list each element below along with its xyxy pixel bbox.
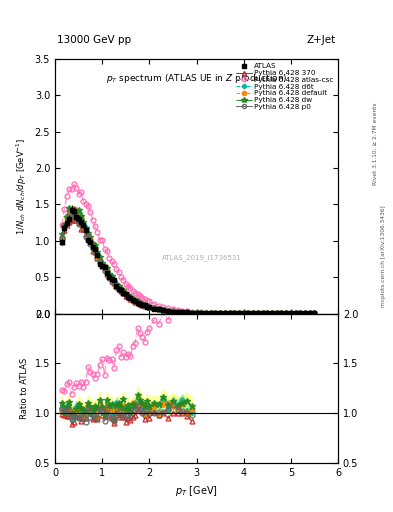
Text: $p_T$ spectrum (ATLAS UE in $Z$ production): $p_T$ spectrum (ATLAS UE in $Z$ producti… bbox=[106, 72, 287, 84]
Text: mcplots.cern.ch [arXiv:1306.3436]: mcplots.cern.ch [arXiv:1306.3436] bbox=[381, 205, 386, 307]
Text: Z+Jet: Z+Jet bbox=[307, 35, 336, 45]
Text: ATLAS_2019_I1736531: ATLAS_2019_I1736531 bbox=[162, 254, 242, 261]
Legend: ATLAS, Pythia 6.428 370, Pythia 6.428 atlas-csc, Pythia 6.428 d6t, Pythia 6.428 : ATLAS, Pythia 6.428 370, Pythia 6.428 at… bbox=[235, 62, 334, 111]
Y-axis label: Ratio to ATLAS: Ratio to ATLAS bbox=[20, 358, 29, 419]
Text: 13000 GeV pp: 13000 GeV pp bbox=[57, 35, 131, 45]
X-axis label: $p_T$ [GeV]: $p_T$ [GeV] bbox=[175, 484, 218, 498]
Text: Rivet 3.1.10, ≥ 2.7M events: Rivet 3.1.10, ≥ 2.7M events bbox=[373, 102, 378, 185]
Y-axis label: $1/N_{ch}\ dN_{ch}/dp_T\ \mathrm{[GeV^{-1}]}$: $1/N_{ch}\ dN_{ch}/dp_T\ \mathrm{[GeV^{-… bbox=[15, 138, 29, 235]
